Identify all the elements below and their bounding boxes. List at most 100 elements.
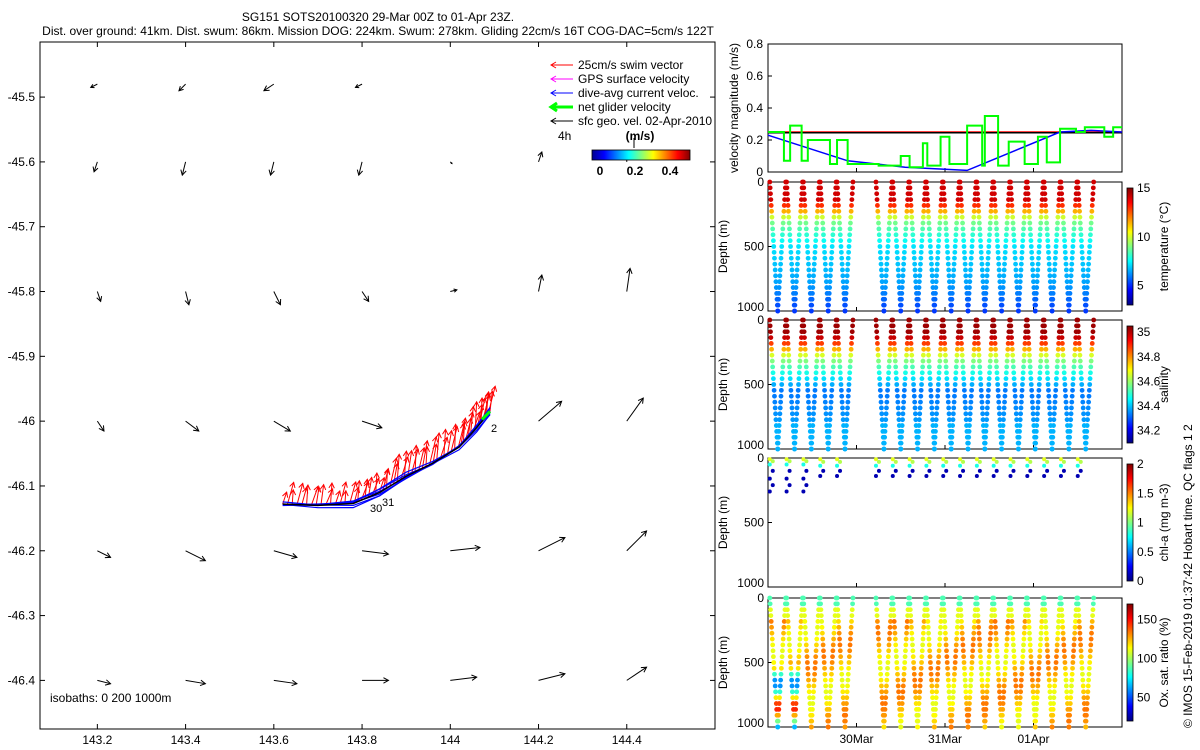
salinity-sample-point xyxy=(954,358,960,364)
oxygen-sample-point xyxy=(1001,689,1007,695)
arrow-shaft xyxy=(291,489,294,505)
oxygen-sample-point xyxy=(842,724,848,730)
arrow-head xyxy=(98,425,105,432)
oxygen-sample-point xyxy=(900,695,905,701)
salinity-sample-point xyxy=(1011,376,1017,382)
salinity-sample-point xyxy=(1043,341,1048,346)
oxygen-sample-point xyxy=(936,648,942,654)
temperature-sample-point xyxy=(836,214,842,220)
salinity-cbar-tick: 34.4 xyxy=(1137,399,1161,413)
temperature-sample-point xyxy=(1078,232,1084,238)
swim-vector xyxy=(442,428,449,457)
temperature-sample-point xyxy=(988,208,994,214)
oxygen-sample-point xyxy=(837,642,843,648)
salinity-sample-point xyxy=(931,446,937,452)
temperature-sample-point xyxy=(1084,285,1090,290)
salinity-sample-point xyxy=(1070,387,1075,393)
temperature-sample-point xyxy=(967,273,973,279)
temperature-sample-point xyxy=(875,203,880,208)
salinity-sample-point xyxy=(1084,434,1089,440)
legend-geo-label: sfc geo. vel. 02-Apr-2010 xyxy=(578,114,712,128)
temperature-sample-point xyxy=(1047,273,1053,279)
oxygen-sample-point xyxy=(1071,648,1077,654)
chla-sample-point xyxy=(1058,474,1063,479)
temperature-sample-point xyxy=(1044,226,1050,232)
oxygen-sample-point xyxy=(967,701,972,706)
salinity-sample-point xyxy=(827,411,833,417)
temperature-sample-point xyxy=(927,244,933,249)
salinity-sample-point xyxy=(1020,370,1026,376)
temperature-sample-point xyxy=(1021,220,1027,226)
salinity-sample-point xyxy=(899,429,905,434)
temperature-sample-point xyxy=(832,203,838,208)
oxygen-sample-point xyxy=(848,630,854,636)
oxygen-sample-point xyxy=(1047,695,1053,701)
oxygen-sample-point xyxy=(933,695,939,701)
salinity-sample-point xyxy=(1069,405,1074,411)
chla-sample-point xyxy=(801,476,806,481)
salinity-sample-point xyxy=(1002,387,1008,393)
arrow-shaft xyxy=(185,291,190,305)
salinity-sample-point xyxy=(780,364,786,370)
temperature-sample-point xyxy=(806,261,811,267)
net-velocity-arrow xyxy=(480,410,492,421)
temperature-sample-point xyxy=(829,249,835,255)
oxygen-sample-point xyxy=(918,665,924,671)
salinity-sample-point xyxy=(788,393,794,399)
salinity-cbar-tick: 34.6 xyxy=(1137,374,1161,388)
salinity-sample-point xyxy=(972,341,977,346)
salinity-sample-point xyxy=(965,446,971,452)
oxygen-sample-point xyxy=(1071,642,1077,648)
oxygen-sample-point xyxy=(963,689,969,695)
oxygen-sample-point xyxy=(1052,683,1058,689)
salinity-sample-point xyxy=(836,352,842,358)
temperature-sample-point xyxy=(831,208,837,214)
oxygen-sample-point xyxy=(831,630,837,636)
oxygen-sample-point xyxy=(1075,601,1081,607)
temperature-sample-point xyxy=(962,255,968,261)
salinity-sample-point xyxy=(904,341,910,346)
temperature-sample-point xyxy=(1061,220,1066,226)
salinity-sample-point xyxy=(971,358,976,364)
salinity-sample-point xyxy=(1005,341,1011,346)
temperature-sample-point xyxy=(1012,249,1018,255)
temperature-sample-point xyxy=(984,267,990,273)
temperature-sample-point xyxy=(1033,296,1039,302)
chla-sample-point xyxy=(1025,474,1030,479)
oxygen-sample-point xyxy=(879,683,884,689)
temperature-sample-point xyxy=(792,296,798,302)
temperature-sample-point xyxy=(1047,279,1053,285)
oxygen-sample-point xyxy=(796,654,802,660)
oxygen-sample-point xyxy=(784,595,789,601)
oxygen-sample-point xyxy=(915,718,921,724)
salinity-sample-point xyxy=(1076,329,1081,335)
temperature-sample-point xyxy=(812,249,818,255)
salinity-sample-point xyxy=(1011,370,1017,376)
oxygen-sample-point xyxy=(1052,671,1058,677)
oxygen-sample-point xyxy=(780,648,785,654)
salinity-sample-point xyxy=(827,417,833,423)
oxygen-sample-point xyxy=(899,712,904,718)
temperature-sample-point xyxy=(894,238,899,244)
temperature-sample-point xyxy=(891,191,896,197)
salinity-sample-point xyxy=(984,411,990,417)
oxygen-sample-point xyxy=(792,718,798,724)
oxygen-sample-point xyxy=(767,601,773,607)
temperature-sample-point xyxy=(877,238,882,244)
oxygen-sample-point xyxy=(988,619,994,624)
arrow-head xyxy=(353,486,361,494)
temperature-sample-point xyxy=(929,261,934,267)
salinity-sample-point xyxy=(976,358,982,364)
arrow-head xyxy=(559,671,566,679)
salinity-sample-point xyxy=(792,446,797,452)
temperature-sample-point xyxy=(969,249,975,255)
salinity-sample-point xyxy=(1071,364,1077,370)
temperature-sample-point xyxy=(900,273,906,279)
temperature-sample-point xyxy=(1067,291,1073,296)
oxygen-sample-point xyxy=(845,671,851,677)
temperature-sample-point xyxy=(826,302,831,308)
salinity-sample-point xyxy=(1016,440,1022,446)
salinity-sample-point xyxy=(797,364,803,370)
oxygen-sample-point xyxy=(900,689,906,695)
oxygen-sample-point xyxy=(1062,654,1067,660)
